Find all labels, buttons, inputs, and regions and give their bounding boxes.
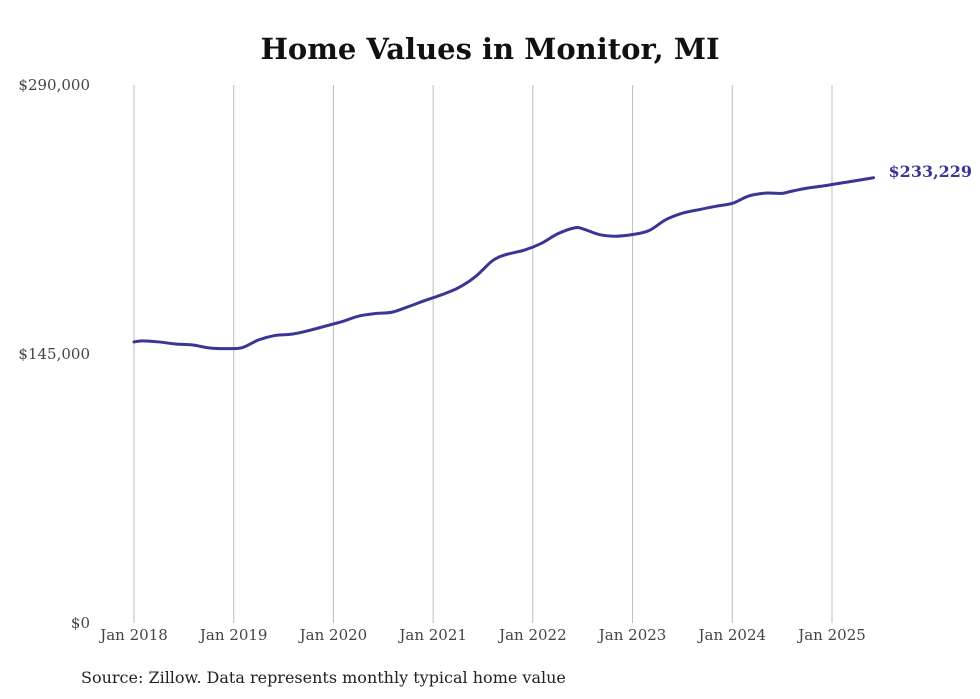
x-tick-label: Jan 2022 bbox=[497, 626, 567, 644]
y-tick-label: $290,000 bbox=[18, 76, 90, 94]
series-layer bbox=[132, 176, 876, 351]
x-axis-ticks: Jan 2018 Jan 2019 Jan 2020 Jan 2021 Jan 2022… bbox=[98, 626, 866, 644]
chart-title: Home Values in Monitor, MI bbox=[260, 32, 720, 66]
annotation-layer: $233,229 bbox=[889, 162, 973, 181]
x-tick-label: Jan 2025 bbox=[796, 626, 866, 644]
x-tick-label: Jan 2021 bbox=[397, 626, 467, 644]
gridlines bbox=[133, 85, 833, 623]
series-line bbox=[132, 176, 876, 351]
y-tick-label: $145,000 bbox=[18, 345, 90, 363]
source-note: Source: Zillow. Data represents monthly … bbox=[81, 668, 566, 687]
y-axis-ticks: $0 $145,000 $290,000 bbox=[18, 76, 90, 632]
x-tick-label: Jan 2024 bbox=[697, 626, 767, 644]
y-tick-label: $0 bbox=[71, 614, 90, 632]
x-tick-label: Jan 2020 bbox=[298, 626, 368, 644]
end-value-label: $233,229 bbox=[889, 162, 973, 181]
x-tick-label: Jan 2018 bbox=[98, 626, 168, 644]
x-tick-label: Jan 2019 bbox=[198, 626, 268, 644]
x-tick-label: Jan 2023 bbox=[597, 626, 667, 644]
